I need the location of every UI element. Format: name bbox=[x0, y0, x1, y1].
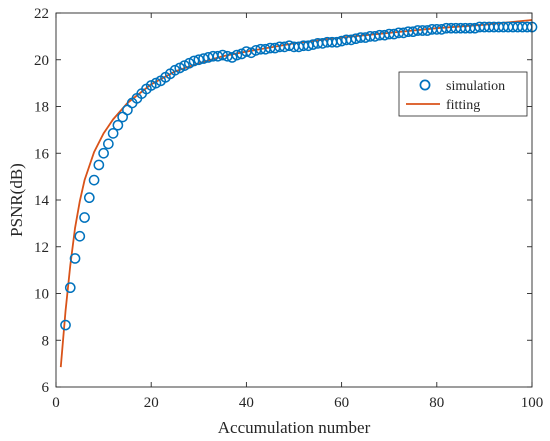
simulation-point bbox=[93, 159, 105, 171]
simulation-point bbox=[64, 282, 76, 294]
legend-box bbox=[398, 71, 528, 117]
simulation-point bbox=[103, 138, 114, 150]
x-tick-label: 40 bbox=[239, 395, 254, 411]
y-tick-label: 16 bbox=[34, 146, 50, 162]
axes bbox=[55, 12, 533, 388]
simulation-point bbox=[112, 119, 124, 131]
legend-label-fitting: fitting bbox=[446, 98, 480, 113]
x-tick-label: 0 bbox=[52, 395, 60, 411]
simulation-point bbox=[331, 36, 343, 48]
simulation-point bbox=[69, 253, 81, 264]
simulation-point bbox=[188, 55, 200, 67]
simulation-point bbox=[198, 53, 209, 64]
y-tick-label: 20 bbox=[34, 53, 49, 69]
simulation-point bbox=[107, 128, 119, 139]
legend-marker-simulation bbox=[419, 79, 431, 91]
plot-background bbox=[56, 13, 532, 387]
simulation-point bbox=[74, 230, 86, 242]
simulation-point bbox=[345, 34, 357, 46]
x-tick-label: 80 bbox=[429, 395, 444, 411]
simulation-point bbox=[302, 40, 314, 52]
simulation-point bbox=[217, 49, 228, 61]
x-tick-label: 20 bbox=[144, 395, 159, 411]
y-tick-label: 12 bbox=[34, 240, 49, 256]
simulation-point bbox=[88, 174, 100, 186]
y-axis-label: PSNR(dB) bbox=[7, 163, 26, 237]
x-tick-label: 100 bbox=[521, 395, 544, 411]
simulation-point bbox=[60, 319, 71, 331]
y-tick-label: 22 bbox=[34, 6, 49, 22]
x-tick-label: 60 bbox=[334, 395, 349, 411]
tick-labels: 0 20 40 60 80 100 6 8 10 12 14 16 18 20 22 bbox=[34, 6, 543, 411]
simulation-point bbox=[79, 212, 90, 223]
y-tick-label: 8 bbox=[42, 333, 50, 349]
simulation-point bbox=[98, 147, 109, 159]
y-tick-label: 18 bbox=[34, 100, 49, 116]
x-axis-label: Accumulation number bbox=[218, 418, 371, 437]
y-tick-label: 6 bbox=[42, 380, 50, 396]
legend-label-simulation: simulation bbox=[446, 79, 505, 94]
y-tick-label: 10 bbox=[34, 287, 49, 303]
data-marks bbox=[59, 19, 538, 368]
simulation-point bbox=[193, 54, 205, 66]
legend: simulation fitting bbox=[398, 71, 528, 117]
y-tick-label: 14 bbox=[34, 193, 50, 209]
simulation-point bbox=[231, 49, 243, 61]
simulation-point bbox=[83, 192, 95, 204]
